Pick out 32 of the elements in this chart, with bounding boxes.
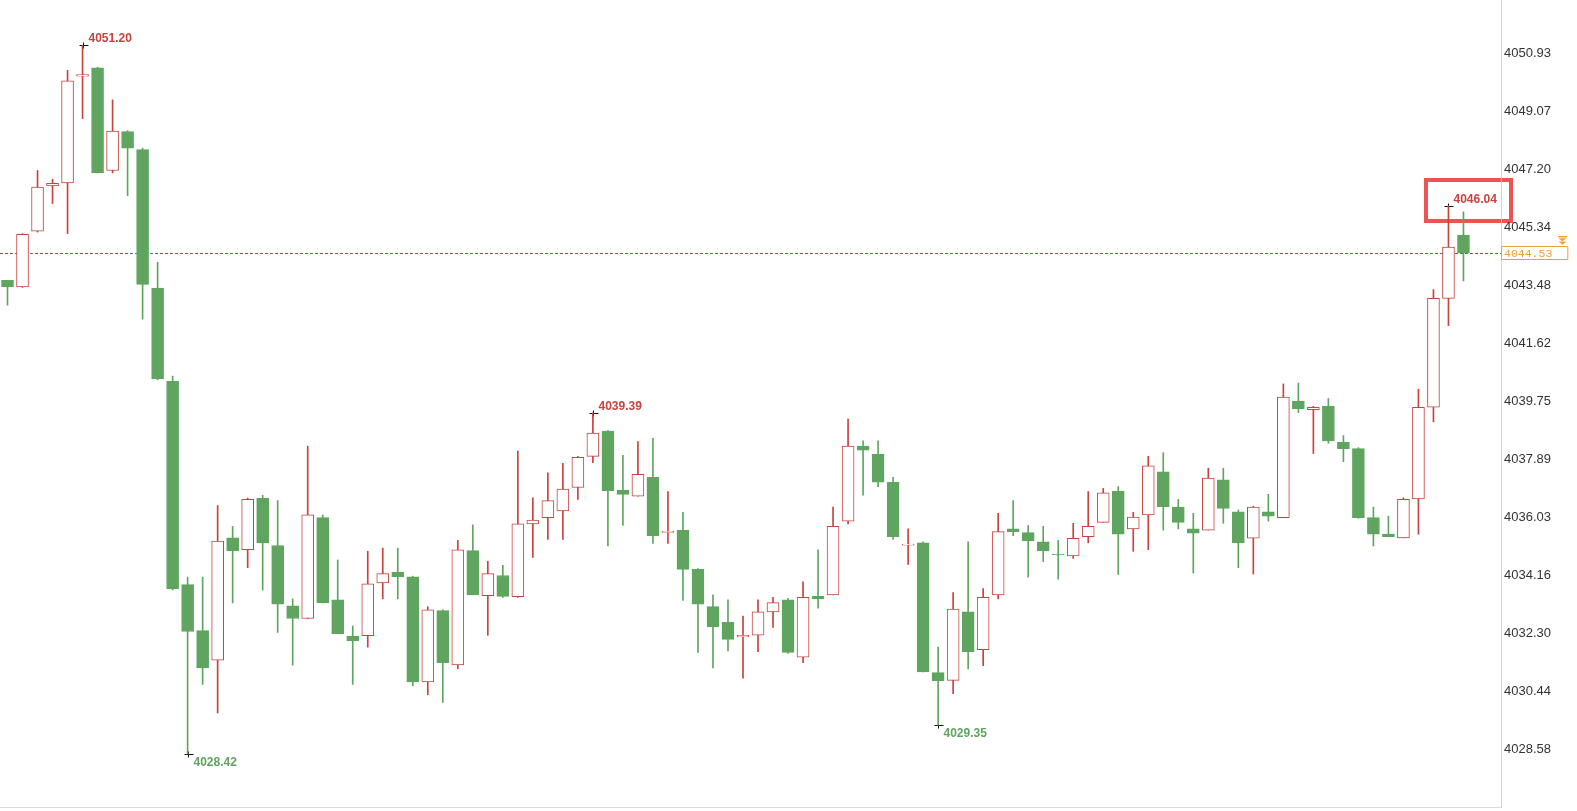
y-tick-label: 4036.03 — [1504, 508, 1551, 524]
candlestick — [931, 646, 945, 726]
candlestick — [1021, 525, 1035, 578]
y-tick-label: 4037.89 — [1504, 451, 1551, 467]
candlestick — [1036, 526, 1050, 562]
y-tick-label: 4041.62 — [1504, 335, 1551, 351]
y-tick-label: 4039.75 — [1504, 393, 1551, 409]
candlestick — [376, 547, 390, 600]
y-tick-label: 4049.07 — [1504, 103, 1551, 119]
candlestick — [286, 598, 300, 666]
candlestick — [901, 528, 915, 565]
annotation: 4029.35 — [943, 725, 988, 740]
annotation: 4028.42 — [193, 754, 238, 769]
y-tick-label: 4043.48 — [1504, 277, 1551, 293]
candlestick — [391, 547, 405, 600]
candlestick — [1051, 540, 1065, 580]
candlestick — [616, 455, 630, 526]
y-tick-label: 4030.44 — [1504, 682, 1551, 698]
annotation: 4046.04 — [1453, 191, 1498, 206]
candlestick — [346, 625, 360, 685]
candlestick — [1081, 491, 1095, 544]
y-tick-label: 4034.16 — [1504, 567, 1551, 583]
y-tick-label: 4045.34 — [1504, 219, 1551, 235]
y-tick-label: 4047.20 — [1504, 161, 1551, 177]
y-tick-label: 4032.30 — [1504, 624, 1551, 640]
y-tick-label: 4028.58 — [1504, 740, 1551, 756]
candlestick — [1186, 512, 1200, 574]
candlestick — [661, 491, 675, 544]
y-tick-label: 4050.93 — [1504, 45, 1551, 61]
annotation: 4051.20 — [88, 30, 133, 45]
ref-line-label: 4044.53 — [1504, 247, 1553, 261]
annotation: 4039.39 — [598, 398, 643, 413]
